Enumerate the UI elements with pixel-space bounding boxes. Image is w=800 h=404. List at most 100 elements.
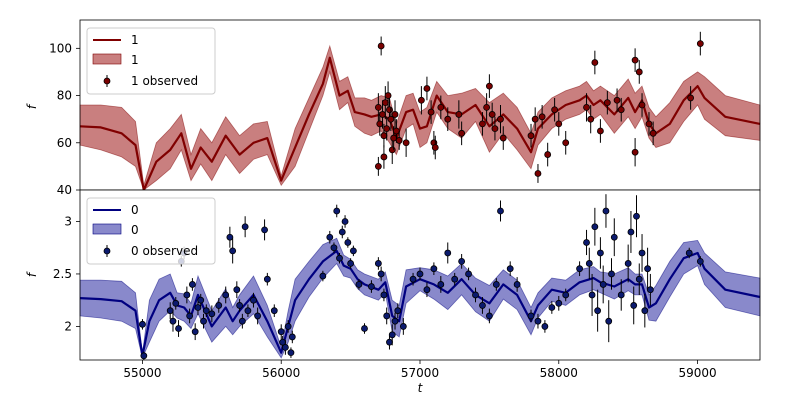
bottom-observed-point bbox=[241, 223, 249, 231]
bottom-observed-point bbox=[548, 304, 556, 311]
bottom-observed-point bbox=[233, 286, 241, 294]
bottom-xtick-label: 56000 bbox=[262, 366, 300, 380]
bottom-observed-point bbox=[585, 260, 593, 267]
bottom-observed-point bbox=[226, 233, 234, 241]
bottom-observed-point bbox=[644, 265, 651, 273]
bottom-observed-point bbox=[583, 239, 590, 246]
top-observed-point bbox=[544, 151, 552, 158]
bottom-observed-point bbox=[215, 302, 223, 309]
bottom-observed-point bbox=[594, 307, 602, 315]
bottom-observed-point bbox=[383, 312, 391, 320]
top-legend-band-swatch bbox=[92, 53, 122, 65]
bottom-observed-point bbox=[244, 307, 252, 315]
bottom-observed-point bbox=[355, 281, 363, 288]
top-observed-point bbox=[485, 82, 493, 90]
bottom-xtick-label: 59000 bbox=[678, 366, 716, 380]
bottom-observed-point bbox=[172, 299, 180, 307]
bottom-xlabel: t bbox=[418, 381, 424, 395]
top-legend-label-line: 1 bbox=[131, 33, 139, 47]
bottom-legend-point-swatch bbox=[103, 247, 111, 255]
bottom-observed-point bbox=[696, 257, 704, 265]
top-observed-point bbox=[645, 120, 653, 128]
bottom-panel: 22.53 55000 56000 57000 58000 59000 f t 0 0 … bbox=[25, 189, 761, 395]
top-observed-point bbox=[458, 129, 466, 137]
top-observed-point bbox=[391, 111, 399, 118]
top-observed-point bbox=[613, 96, 621, 104]
bottom-observed-point bbox=[588, 291, 596, 299]
bottom-observed-point bbox=[472, 291, 479, 299]
top-observed-point bbox=[603, 99, 611, 107]
top-legend-point-swatch bbox=[103, 77, 111, 85]
bottom-observed-point bbox=[638, 249, 646, 257]
bottom-observed-point bbox=[430, 265, 438, 273]
top-observed-point bbox=[488, 111, 496, 118]
top-observed-point bbox=[427, 108, 435, 116]
top-observed-point bbox=[499, 134, 507, 142]
bottom-observed-point bbox=[534, 317, 542, 325]
bottom-observed-point bbox=[458, 257, 466, 265]
top-ytick-label: 80 bbox=[57, 89, 72, 103]
bottom-observed-point bbox=[555, 299, 563, 307]
top-ylabel: f bbox=[25, 103, 39, 109]
top-yticks: 40 60 80 100 bbox=[49, 41, 80, 197]
bottom-observed-point bbox=[277, 328, 285, 336]
bottom-observed-point bbox=[284, 323, 292, 330]
bottom-observed-point bbox=[685, 249, 693, 257]
bottom-observed-point bbox=[288, 333, 296, 341]
top-observed-point bbox=[387, 115, 395, 123]
top-observed-point bbox=[417, 96, 425, 104]
bottom-observed-point bbox=[633, 212, 640, 220]
top-observed-point bbox=[687, 94, 695, 102]
bottom-observed-point bbox=[497, 207, 504, 215]
bottom-observed-point bbox=[635, 275, 643, 283]
bottom-observed-point bbox=[386, 338, 393, 346]
top-observed-point bbox=[555, 120, 563, 128]
bottom-observed-point bbox=[513, 281, 521, 288]
bottom-observed-point bbox=[169, 317, 177, 325]
bottom-observed-point bbox=[344, 239, 352, 246]
bottom-observed-point bbox=[140, 352, 148, 360]
top-mean-line bbox=[79, 56, 761, 192]
top-line-layer bbox=[79, 56, 761, 192]
bottom-observed-point bbox=[222, 291, 230, 299]
top-observed-point bbox=[383, 125, 391, 133]
bottom-observed-point bbox=[361, 325, 368, 332]
top-observed-point bbox=[437, 103, 445, 111]
bottom-observed-point bbox=[319, 272, 327, 280]
bottom-observed-point bbox=[465, 270, 472, 278]
bottom-observed-point bbox=[191, 328, 199, 336]
bottom-xticks: 55000 56000 57000 58000 59000 bbox=[123, 360, 717, 380]
bottom-observed-point bbox=[630, 302, 638, 309]
top-observed-point bbox=[390, 134, 398, 142]
top-observed-point bbox=[617, 106, 625, 114]
bottom-ytick-label: 2.5 bbox=[53, 267, 72, 281]
top-observed-point bbox=[386, 106, 393, 114]
top-observed-point bbox=[696, 40, 704, 48]
top-observed-point bbox=[393, 127, 400, 135]
bottom-observed-point bbox=[197, 296, 205, 304]
bottom-observed-point bbox=[388, 331, 396, 339]
bottom-legend-label-line: 0 bbox=[131, 203, 139, 217]
bottom-observed-point bbox=[347, 260, 355, 267]
bottom-observed-point bbox=[506, 265, 514, 273]
bottom-observed-point bbox=[338, 228, 346, 236]
bottom-observed-point bbox=[349, 247, 357, 255]
top-observed-point bbox=[402, 139, 410, 147]
top-observed-point bbox=[635, 68, 643, 76]
top-observed-point bbox=[388, 146, 396, 154]
bottom-observed-point bbox=[451, 275, 459, 283]
bottom-observed-point bbox=[368, 283, 375, 290]
bottom-observed-point bbox=[492, 281, 500, 288]
bottom-observed-point bbox=[562, 291, 570, 299]
bottom-observed-point bbox=[444, 249, 452, 257]
top-observed-point bbox=[377, 42, 385, 50]
top-observed-point bbox=[551, 106, 559, 114]
bottom-observed-point bbox=[186, 312, 194, 320]
bottom-observed-point bbox=[374, 260, 382, 267]
top-observed-point bbox=[381, 99, 389, 107]
top-observed-point bbox=[374, 103, 382, 111]
top-observed-point bbox=[376, 120, 384, 128]
top-observed-point bbox=[497, 115, 504, 123]
